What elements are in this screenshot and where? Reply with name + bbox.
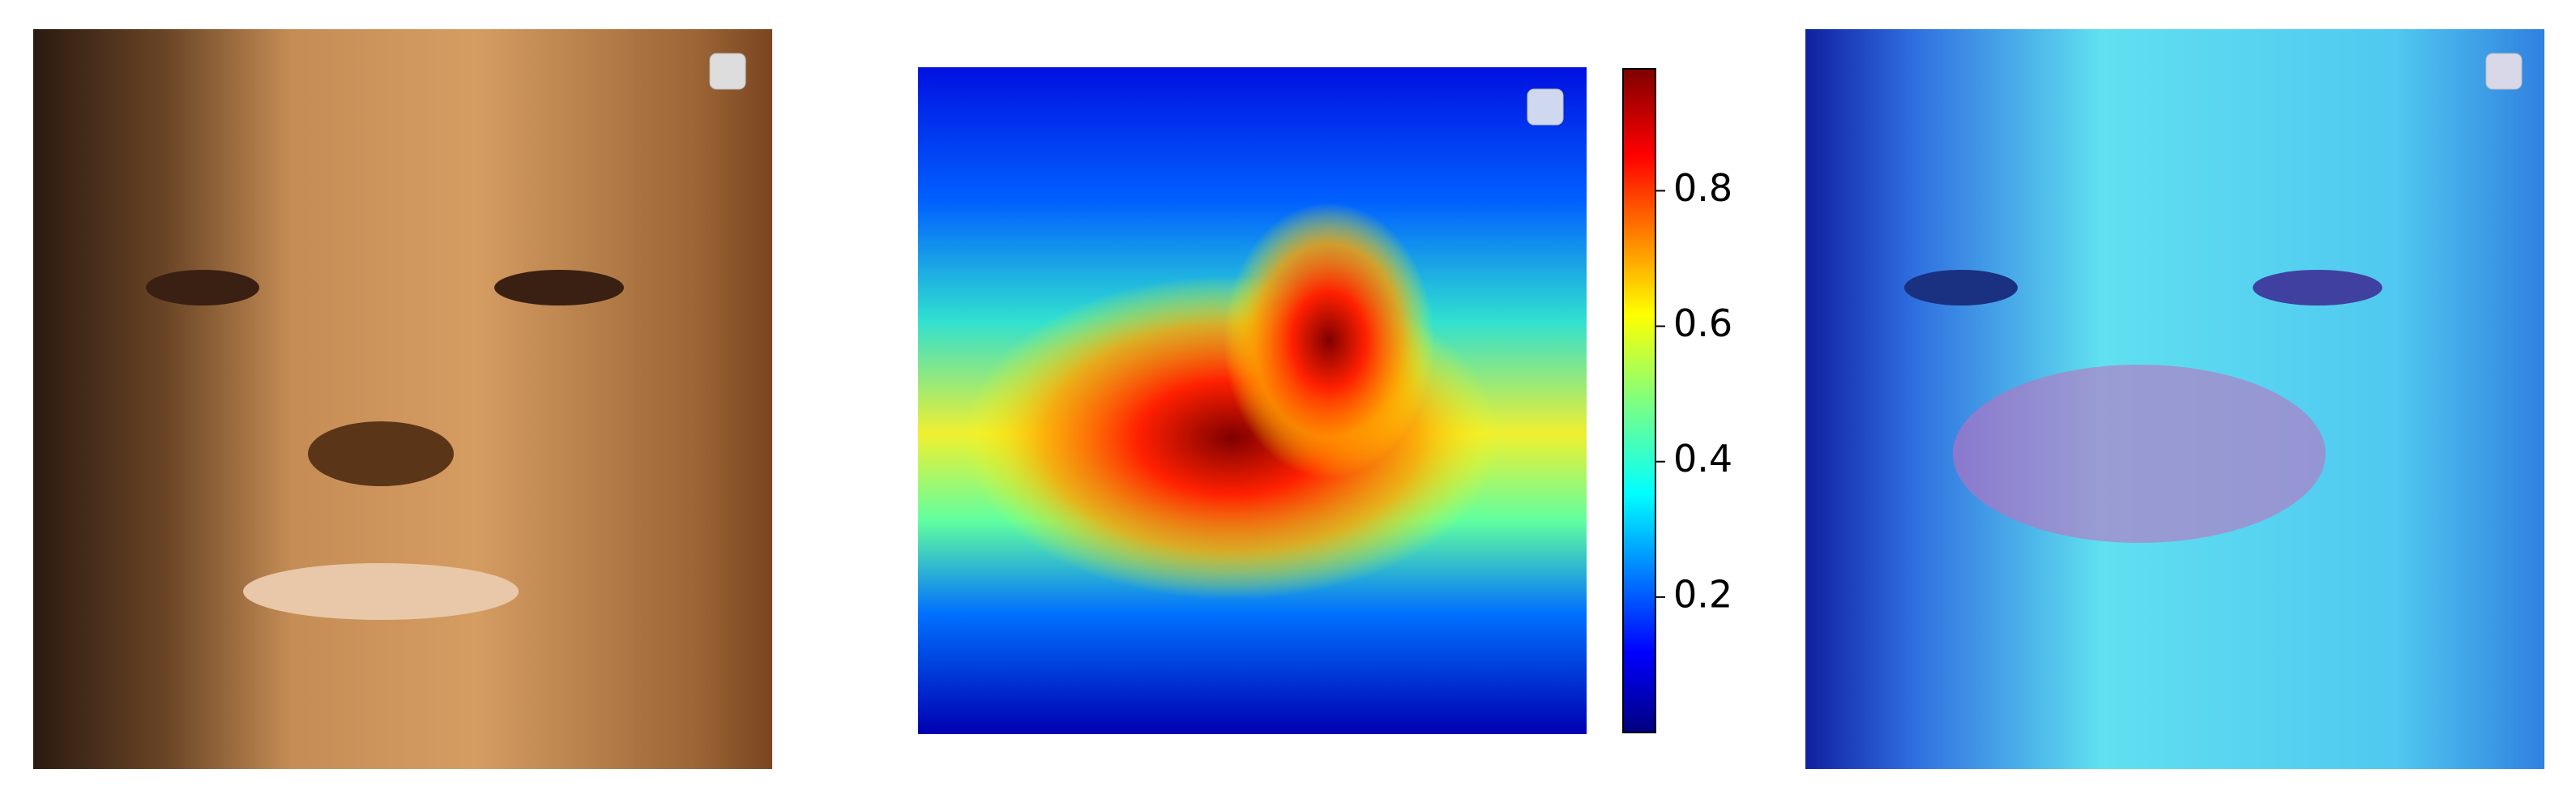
face-panel (33, 29, 772, 769)
overlay-panel (1805, 29, 2544, 769)
eye (146, 270, 259, 305)
eye (1904, 270, 2018, 305)
eye (2253, 270, 2382, 305)
overlay-hotspot (1953, 365, 2326, 543)
colorbar-tick-label: 0.8 (1673, 166, 1732, 210)
legend-box (1527, 88, 1564, 126)
nose (308, 421, 454, 486)
eye (494, 270, 624, 305)
heatmap-hotspot (1224, 203, 1434, 478)
colorbar-tick-label: 0.4 (1673, 437, 1732, 481)
colorbar-fill (1622, 68, 1656, 733)
legend-box (709, 53, 746, 90)
heatmap-panel (918, 67, 1587, 734)
colorbar-tick-label: 0.2 (1673, 572, 1732, 616)
legend-box (2485, 53, 2523, 90)
colorbar-tick-label: 0.6 (1673, 301, 1732, 345)
mouth (243, 563, 519, 620)
face-image (33, 29, 772, 769)
colorbar: 0.2 0.4 0.6 0.8 (1622, 68, 1732, 733)
